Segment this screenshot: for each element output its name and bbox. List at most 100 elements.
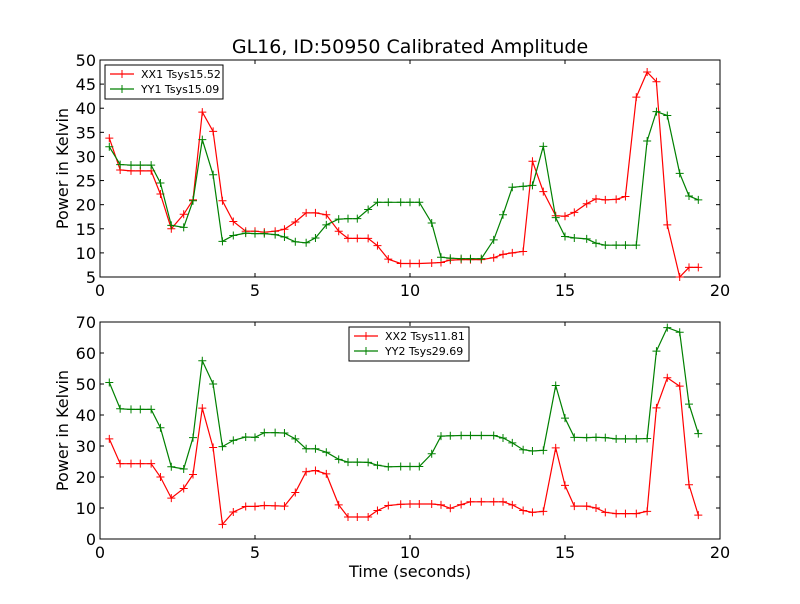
y-tick-label: 20	[76, 196, 96, 215]
data-point	[415, 198, 424, 207]
data-point	[241, 502, 250, 511]
y-tick-label: 0	[86, 530, 96, 549]
data-point	[384, 501, 393, 510]
data-point	[322, 220, 331, 229]
data-point	[561, 212, 569, 221]
data-point	[280, 232, 289, 241]
x-tick-label: 5	[250, 281, 260, 300]
data-point	[127, 161, 135, 170]
data-point	[528, 508, 537, 517]
data-point	[251, 502, 259, 511]
y-tick-label: 25	[76, 172, 96, 191]
data-point	[508, 438, 517, 447]
data-point	[179, 464, 188, 473]
data-point	[334, 500, 343, 509]
data-point	[561, 481, 569, 490]
data-point	[601, 241, 610, 250]
x-tick-label: 0	[95, 281, 105, 300]
data-point	[198, 356, 207, 365]
data-point	[291, 434, 300, 443]
data-point	[582, 433, 591, 442]
data-point	[260, 229, 269, 238]
legend-marker	[362, 332, 370, 340]
data-point	[334, 455, 343, 464]
data-point	[685, 263, 693, 272]
data-point	[582, 234, 591, 243]
data-point	[147, 161, 156, 170]
data-point	[280, 502, 289, 511]
data-point	[396, 500, 405, 509]
data-point	[229, 508, 238, 517]
y-tick-label: 40	[76, 99, 96, 118]
y-axis-label: Power in Kelvin	[53, 108, 72, 229]
x-tick-label: 15	[555, 281, 575, 300]
data-point	[167, 221, 176, 230]
data-point	[551, 381, 560, 390]
data-point	[364, 512, 373, 521]
data-point	[632, 241, 641, 250]
data-point	[218, 196, 227, 205]
data-point	[539, 187, 548, 196]
data-point	[457, 500, 466, 509]
series-line	[108, 376, 699, 526]
data-point	[539, 142, 548, 151]
data-point	[685, 480, 693, 489]
y-tick-label: 70	[76, 313, 96, 332]
data-point	[189, 470, 197, 479]
data-point	[229, 436, 238, 445]
data-point	[427, 218, 436, 227]
data-point	[437, 253, 445, 262]
data-point	[280, 428, 289, 437]
series-line	[108, 110, 699, 260]
data-point	[652, 107, 661, 116]
legend-label: XX1 Tsys15.52	[141, 68, 221, 81]
data-point	[519, 445, 528, 454]
data-point	[396, 198, 405, 207]
data-point	[643, 137, 652, 146]
data-point	[136, 405, 145, 414]
data-point	[466, 431, 475, 440]
y-tick-label: 50	[76, 375, 96, 394]
data-point	[663, 323, 672, 332]
data-point	[489, 235, 498, 244]
data-point	[396, 259, 405, 268]
data-point	[136, 161, 145, 170]
data-point	[652, 77, 661, 86]
data-point	[415, 259, 424, 268]
data-point	[582, 502, 591, 511]
data-point	[508, 183, 517, 192]
data-point	[446, 254, 455, 263]
y-tick-label: 5	[86, 268, 96, 287]
data-point	[508, 248, 517, 257]
data-point	[302, 467, 311, 476]
data-point	[167, 462, 176, 471]
data-point	[251, 433, 259, 442]
data-point	[632, 434, 641, 443]
data-point	[302, 444, 311, 453]
data-point	[457, 431, 466, 440]
data-point	[218, 442, 227, 451]
data-point	[643, 434, 652, 443]
series-line	[108, 71, 699, 279]
data-point	[189, 196, 197, 205]
data-point	[189, 433, 197, 442]
data-point	[477, 431, 486, 440]
data-point	[344, 234, 352, 243]
data-point	[147, 459, 156, 468]
y-tick-label: 50	[76, 51, 96, 70]
data-point	[592, 433, 600, 442]
data-point	[322, 469, 331, 478]
data-point	[156, 423, 165, 432]
y-tick-label: 10	[76, 244, 96, 263]
data-point	[209, 380, 218, 388]
data-point	[415, 462, 424, 471]
data-point	[499, 210, 507, 219]
x-tick-label: 10	[400, 543, 420, 562]
y-tick-label: 10	[76, 499, 96, 518]
data-point	[406, 198, 414, 207]
data-point	[127, 405, 135, 414]
data-point	[218, 520, 227, 529]
